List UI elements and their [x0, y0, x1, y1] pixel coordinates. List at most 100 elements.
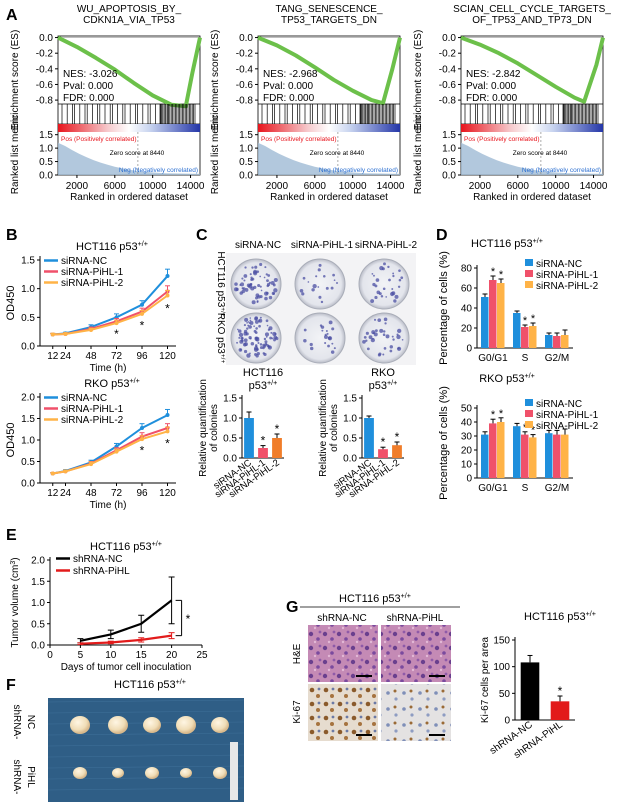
colony-dot [320, 300, 324, 304]
colony-dot [312, 283, 317, 289]
growth-y-tick-label: 0.5 [21, 313, 35, 324]
ihc-ki67-nc [308, 684, 378, 741]
gsea-x-tick-label: 10000 [339, 181, 367, 192]
ihc-images: HCT116 p53+/+ shRNA-NC shRNA-PiHL H&E Ki-67 [292, 592, 460, 741]
colony-dot [270, 280, 275, 285]
cycle-bar [513, 313, 521, 348]
gsea-metric-tick-label: 1.0 [239, 144, 253, 155]
growth-y-tick-label: 0.0 [21, 342, 35, 353]
colony-dot [333, 279, 336, 282]
gsea-zero-label: Zero score at 8440 [110, 150, 165, 157]
cycle-y-tick-label: 0 [466, 474, 472, 485]
gsea-metric-tick-label: 1.5 [239, 130, 253, 141]
gsea-es-tick-label: -0.4 [236, 64, 254, 75]
colony-dot [255, 327, 258, 330]
growth-y-tick-label: 2.0 [21, 393, 35, 404]
panel-letter-d: D [436, 227, 448, 244]
colony-dot [256, 301, 259, 304]
cycle-sig-star: * [491, 266, 496, 278]
cycle-legend-label: siRNA-PiHL-2 [536, 421, 599, 432]
colony-dot [267, 328, 271, 331]
bar-y-tick-label: 50 [499, 689, 511, 700]
growth-x-tick-label: 72 [111, 351, 123, 362]
gsea-x-label: Ranked in ordered dataset [70, 192, 188, 203]
cycle-bar [529, 326, 537, 348]
tumor-pihl [145, 767, 159, 779]
colony-dot [332, 273, 335, 277]
tumor-series-line [80, 599, 173, 642]
gsea-plot-1: WU_APOPTOSIS_BY_CDKN1A_VIA_TP53 0.0 -0.2 -0… [10, 4, 205, 203]
colony-dot [396, 334, 401, 340]
colony-dot [397, 285, 401, 288]
colony-dot [303, 328, 307, 332]
gsea-nes: NES: -2.968 [263, 69, 318, 80]
tumor-y-tick-label: 1.0 [31, 598, 45, 609]
gsea-metric-area [58, 142, 200, 175]
cycle-bar [521, 327, 529, 348]
colony-dot [373, 332, 378, 337]
gsea-x-tick-label: 6000 [507, 181, 530, 192]
cycle-y-tick-label: 50 [461, 404, 473, 415]
colony-dot [255, 293, 260, 298]
tumor-x-tick-label: 20 [166, 650, 178, 661]
colony-dot [242, 342, 247, 347]
dish-col-label: siRNA-PiHL-1 [291, 240, 354, 251]
colony-dot [250, 341, 255, 346]
growth-x-tick-label: 12 [47, 488, 59, 499]
colony-dot [388, 278, 391, 282]
colony-dish [294, 312, 346, 364]
colony-dot [315, 275, 318, 278]
colony-dish [358, 312, 410, 364]
colony-title: HCT116 [243, 367, 283, 379]
tumor-row-label-pihl: PiHL [25, 766, 36, 788]
colony-dot [383, 317, 388, 322]
colony-dot [254, 265, 258, 269]
gsea-fdr: FDR: 0.000 [63, 93, 115, 104]
gsea-pval: Pval: 0.000 [63, 81, 113, 92]
ihc-col-label: shRNA-PiHL [387, 613, 444, 624]
colony-dot [378, 352, 382, 356]
cycle-sig-star: * [499, 269, 504, 281]
gsea-es-axis-label: Enrichment score (ES) [413, 30, 424, 131]
colony-dot [243, 349, 248, 354]
colony-dot [238, 332, 244, 338]
colony-dot [263, 276, 266, 279]
colony-dot [324, 341, 327, 345]
cycle-y-tick-label: 80 [461, 264, 473, 275]
growth-sig-star: * [140, 444, 145, 458]
bar-y-tick-label: 0.5 [223, 434, 237, 445]
colony-dot [330, 350, 335, 354]
tumor-y-tick-label: 2.0 [31, 556, 45, 567]
colony-dot [259, 343, 263, 346]
tumor-x-tick-label: 5 [78, 650, 84, 661]
gsea-x-label: Ranked in ordered dataset [270, 192, 388, 203]
gsea-x-label: Ranked in ordered dataset [473, 192, 591, 203]
colony-dot [244, 266, 247, 269]
colony-dot [243, 279, 246, 282]
colony-dot [234, 282, 238, 286]
gsea-x-tick-label: 2000 [266, 181, 289, 192]
colony-dot [370, 337, 375, 343]
gsea-plot-3: SCIAN_CELL_CYCLE_TARGETS_OF_TP53_AND_TP7… [413, 4, 611, 203]
bar-sig-star: * [395, 430, 400, 444]
gsea-metric-area [461, 142, 603, 175]
cycle-y-tick-label: 10 [461, 460, 473, 471]
cycle-legend-swatch [525, 259, 533, 266]
cycle-y-tick-label: 40 [461, 418, 473, 429]
gsea-es-curve [257, 35, 402, 106]
colony-dot [253, 325, 255, 328]
gsea-nes: NES: -3.026 [63, 69, 118, 80]
colony-title: RKO [371, 367, 395, 379]
cycle-bar [521, 434, 529, 478]
tumor-pihl [112, 768, 124, 778]
gsea-metric-tick-label: 0.5 [39, 157, 53, 168]
colony-dish [294, 258, 346, 310]
gsea-rlm-axis-label: Ranked list metric [413, 115, 424, 194]
colony-dot [309, 342, 313, 347]
tumor-pihl [213, 767, 227, 779]
colony-dot [265, 319, 269, 323]
tumor-photo-grid [47, 787, 245, 791]
gsea-es-tick-label: -0.6 [36, 80, 54, 91]
colony-dot [274, 332, 277, 336]
colony-dot [378, 292, 382, 296]
